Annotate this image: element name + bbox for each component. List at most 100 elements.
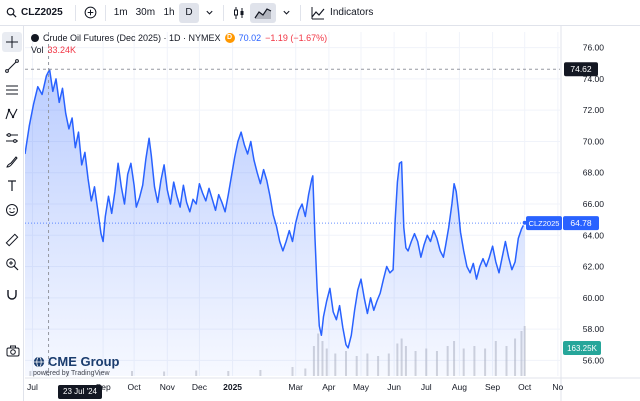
- search-icon: [6, 7, 17, 18]
- brush-icon: [6, 156, 18, 168]
- price-chart[interactable]: 56.00 58.00 60.00 62.00 64.00 66.00 68.00 70.00…: [25, 26, 640, 401]
- time-tick-label: Aug: [452, 382, 467, 392]
- price-tick-label: 76.00: [583, 43, 605, 53]
- time-tick-label: Jul: [421, 382, 432, 392]
- crosshair-date-label: 23 Jul '24: [58, 385, 102, 399]
- tradingview-link[interactable]: TradingView: [71, 370, 110, 377]
- last-symbol-box: [526, 216, 562, 231]
- screenshot-button[interactable]: [3, 341, 23, 361]
- symbol-label: CLZ2025: [21, 7, 63, 18]
- last-price-label: 64.78: [570, 218, 592, 228]
- symbol-dot-icon: [31, 34, 39, 42]
- text-icon: [8, 180, 16, 191]
- time-tick-label: No: [552, 382, 563, 392]
- time-tick-label: 2025: [223, 382, 242, 392]
- drawing-tools-sidebar: [0, 26, 24, 401]
- zoom-in-icon: [6, 258, 19, 271]
- last-volume-label: 163.25K: [567, 344, 597, 353]
- indicators-label: Indicators: [330, 7, 374, 18]
- cme-brand: CME Group powered by TradingView: [33, 354, 120, 377]
- chart-area[interactable]: 56.00 58.00 60.00 62.00 64.00 66.00 68.00 70.00…: [25, 26, 640, 401]
- legend-title: Crude Oil Futures (Dec 2025) · 1D · NYME…: [43, 33, 221, 43]
- price-tick-label: 62.00: [583, 262, 605, 272]
- crosshair-tool[interactable]: [2, 32, 22, 52]
- zoom-tool[interactable]: [2, 254, 22, 274]
- fib-tool[interactable]: [2, 80, 22, 100]
- price-tick-label: 72.00: [583, 105, 605, 115]
- crosshair-icon: [6, 36, 18, 48]
- chart-type-dropdown-button[interactable]: [276, 3, 296, 23]
- bar-style-button[interactable]: [228, 3, 250, 23]
- last-price-box: [563, 216, 599, 231]
- interval-1m[interactable]: 1m: [113, 7, 128, 18]
- last-symbol-label: CLZ2025: [529, 219, 560, 228]
- candles-icon: [234, 6, 244, 19]
- indicators-icon: [311, 6, 325, 19]
- price-tick-label: 74.00: [583, 74, 605, 84]
- volume-label: Vol: [31, 45, 44, 55]
- volume-value: 33.24K: [47, 45, 77, 55]
- indicators-button[interactable]: Indicators: [305, 6, 379, 20]
- time-tick-label: Mar: [288, 382, 303, 392]
- horizontal-lines-icon: [6, 85, 18, 95]
- price-tick-label: 68.00: [583, 168, 605, 178]
- chart-legend: Crude Oil Futures (Dec 2025) · 1D · NYME…: [31, 32, 327, 56]
- time-tick-label: Dec: [192, 382, 208, 392]
- delayed-badge[interactable]: D: [224, 33, 235, 43]
- chevron-down-icon: [282, 10, 290, 15]
- toolbar-divider: [74, 4, 76, 21]
- time-tick-label: Sep: [96, 382, 111, 392]
- trend-line-icon: [5, 59, 19, 73]
- measure-tool[interactable]: [2, 230, 22, 250]
- crosshair-price-box: [564, 62, 598, 77]
- time-tick-label: May: [353, 382, 370, 392]
- plus-circle-icon: [84, 6, 97, 19]
- time-tick-label: Oct: [518, 382, 532, 392]
- time-tick-label: Jun: [387, 382, 401, 392]
- interval-30m[interactable]: 30m: [135, 7, 156, 18]
- price-line: [25, 68, 526, 349]
- price-tick-label: 56.00: [583, 355, 605, 365]
- prediction-icon: [6, 133, 18, 143]
- last-volume-box: [563, 341, 601, 355]
- crosshair-price-label: 74.62: [570, 64, 592, 74]
- time-tick-label: Nov: [160, 382, 176, 392]
- compare-symbol-button[interactable]: [80, 3, 101, 23]
- cme-globe-icon: [33, 355, 45, 368]
- symbol-search-button[interactable]: CLZ2025: [0, 0, 71, 25]
- pattern-tool[interactable]: [2, 104, 22, 124]
- time-tick-label: Jul: [27, 382, 38, 392]
- price-tick-label: 60.00: [583, 293, 605, 303]
- area-chart-icon: [254, 7, 272, 19]
- top-toolbar: CLZ2025 1m 30m 1h D Indicators: [0, 0, 640, 26]
- legend-price: 70.02: [238, 33, 262, 43]
- brush-tool[interactable]: [2, 152, 22, 172]
- pattern-icon: [5, 108, 18, 120]
- toolbar-divider: [104, 4, 106, 21]
- ruler-icon: [5, 233, 19, 247]
- smiley-icon: [6, 204, 18, 216]
- time-tick-label: Apr: [322, 382, 335, 392]
- time-tick-label: Oct: [128, 382, 142, 392]
- toolbar-divider: [300, 4, 302, 21]
- interval-1h[interactable]: 1h: [163, 7, 175, 18]
- interval-1d[interactable]: D: [179, 2, 200, 23]
- price-tick-label: 66.00: [583, 199, 605, 209]
- price-tick-label: 70.00: [583, 136, 605, 146]
- price-tick-label: 64.00: [583, 230, 605, 240]
- area-style-button[interactable]: [250, 2, 277, 23]
- chevron-down-icon: [205, 10, 213, 15]
- magnet-tool[interactable]: [2, 284, 22, 304]
- toolbar-divider: [223, 4, 225, 21]
- trend-line-tool[interactable]: [2, 56, 22, 76]
- legend-change: −1.19 (−1.67%): [265, 33, 328, 43]
- interval-dropdown-button[interactable]: [199, 3, 219, 23]
- time-tick-label: Sep: [485, 382, 500, 392]
- forecast-tool[interactable]: [2, 128, 22, 148]
- emoji-tool[interactable]: [2, 200, 22, 220]
- brand-name: CME Group: [48, 354, 120, 369]
- camera-icon: [6, 345, 20, 357]
- text-tool[interactable]: [2, 176, 22, 196]
- magnet-icon: [7, 290, 17, 300]
- price-tick-label: 58.00: [583, 324, 605, 334]
